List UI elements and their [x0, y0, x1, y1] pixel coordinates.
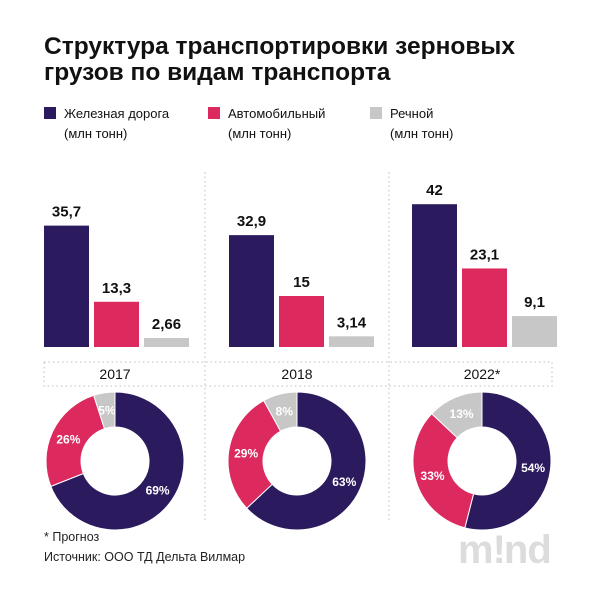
donut-label-river-2017: 5% [98, 404, 116, 418]
donut-slice-river-2018 [263, 391, 298, 432]
chart-title: Структура транспортировки зерновых грузо… [44, 33, 515, 86]
donut-slice-rail-2022 [464, 391, 552, 531]
donut-label-auto-2022: 33% [421, 469, 445, 483]
bar-rail-2018 [229, 235, 274, 347]
data-label-river-2022: 9,1 [524, 294, 545, 311]
data-label-auto-2022: 23,1 [470, 246, 499, 263]
bar-rail-2017 [44, 225, 89, 347]
bar-river-2017 [144, 337, 189, 347]
donut-slice-auto-2017 [45, 394, 106, 488]
donut-slice-auto-2022 [412, 413, 475, 529]
source-note: Источник: ООО ТД Дельта Вилмар [44, 550, 246, 564]
legend-label-rail: Железная дорога [64, 106, 170, 121]
bar-rail-2022 [412, 204, 457, 347]
data-label-river-2018: 3,14 [337, 314, 367, 331]
bar-auto-2018 [279, 296, 324, 347]
category-label: 2017 [99, 366, 130, 382]
category-label: 2018 [281, 366, 312, 382]
footnote: * Прогноз [44, 530, 100, 544]
donut-slice-river-2022 [430, 391, 483, 439]
category-label: 2022* [464, 366, 501, 382]
data-label-river-2017: 2,66 [152, 316, 181, 333]
donut-label-river-2022: 13% [450, 407, 474, 421]
donut-label-river-2018: 8% [276, 405, 294, 419]
legend-swatch-rail [44, 107, 56, 119]
donut-slice-river-2017 [93, 391, 116, 430]
donut-label-rail-2022: 54% [521, 461, 545, 475]
donut-slice-rail-2017 [50, 391, 185, 531]
bar-auto-2017 [94, 301, 139, 347]
data-label-auto-2018: 15 [293, 274, 310, 291]
legend-label-river: Речной [390, 106, 434, 121]
legend-label-auto: Автомобильный [228, 106, 326, 121]
data-label-rail-2022: 42 [426, 182, 443, 199]
donut-label-auto-2018: 29% [234, 446, 258, 460]
data-label-rail-2018: 32,9 [237, 213, 266, 230]
data-label-rail-2017: 35,7 [52, 204, 81, 221]
legend-unit-auto: (млн тонн) [228, 126, 292, 141]
donut-slice-rail-2018 [245, 391, 367, 531]
donut-label-rail-2017: 69% [146, 483, 170, 497]
legend-unit-river: (млн тонн) [390, 126, 454, 141]
brand-logo: m!nd [458, 528, 552, 572]
bar-river-2018 [329, 336, 374, 347]
donut-label-auto-2017: 26% [56, 433, 80, 447]
bar-river-2022 [512, 316, 557, 347]
bar-auto-2022 [462, 268, 507, 347]
data-label-auto-2017: 13,3 [102, 280, 131, 297]
legend-swatch-river [370, 107, 382, 119]
legend-swatch-auto [208, 107, 220, 119]
legend-unit-rail: (млн тонн) [64, 126, 128, 141]
donut-slice-auto-2018 [227, 399, 282, 509]
donut-label-rail-2018: 63% [332, 475, 356, 489]
